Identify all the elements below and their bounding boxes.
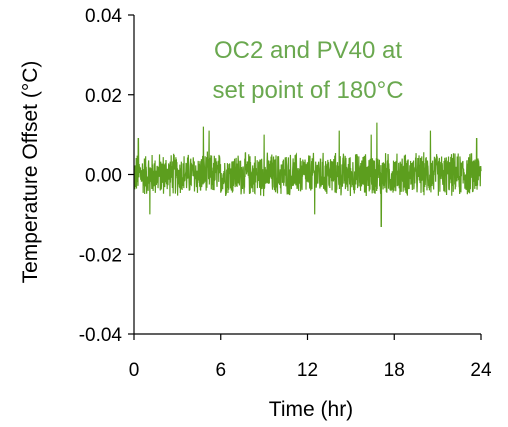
- chart-annotation: OC2 and PV40 at set point of 180°C: [212, 37, 403, 104]
- x-tick-label: 12: [297, 360, 318, 381]
- y-tick-label: -0.02: [79, 245, 122, 266]
- axes-layer: -0.04 -0.02 0.00 0.02 0.04 0 6 12 18 24: [79, 6, 492, 381]
- y-tick-label: 0.04: [85, 6, 122, 27]
- y-axis-title: Temperature Offset (°C): [19, 61, 42, 284]
- y-tick-label: 0.02: [85, 86, 122, 107]
- x-tick-label: 18: [384, 360, 405, 381]
- x-tick-label: 0: [129, 360, 140, 381]
- x-tick-label: 6: [215, 360, 226, 381]
- series-line: [133, 122, 482, 227]
- annotation-line-2: set point of 180°C: [212, 77, 403, 104]
- y-tick-label: -0.04: [79, 325, 123, 346]
- series-layer: [133, 122, 482, 227]
- y-tick-label: 0.00: [85, 166, 122, 187]
- x-axis-title: Time (hr): [269, 398, 353, 421]
- x-tick-label: 24: [470, 360, 492, 381]
- annotation-line-1: OC2 and PV40 at: [214, 37, 402, 64]
